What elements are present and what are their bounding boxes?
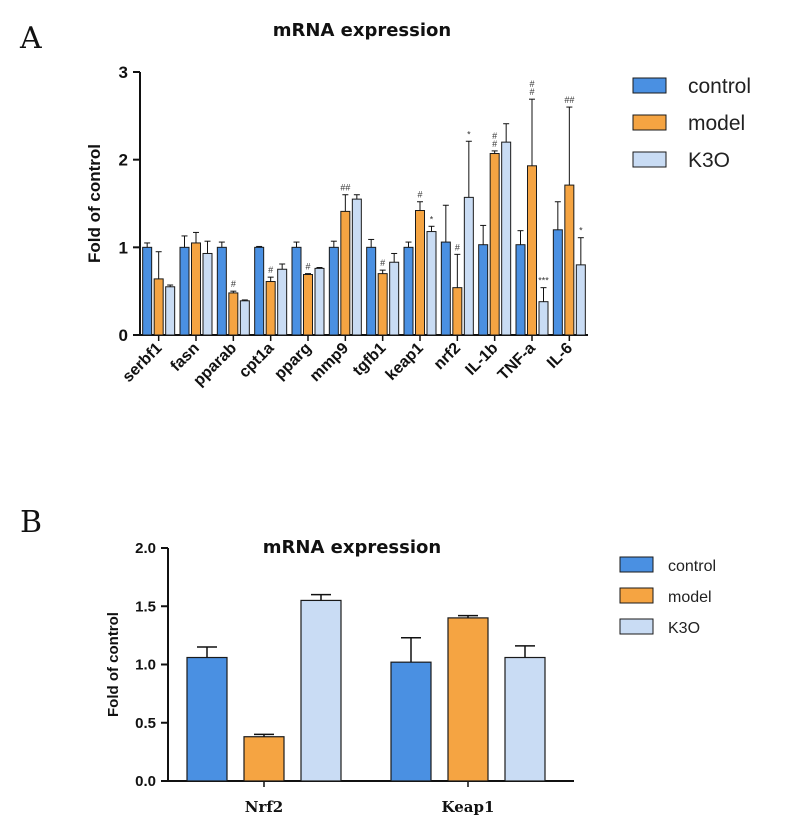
y-tick-label-b: 1.5 [135, 598, 156, 615]
y-tick-label-a: 0 [119, 326, 128, 345]
panel-letter-b: B [20, 505, 42, 540]
bar-control-keap1 [403, 246, 414, 336]
bar-model-Nrf2 [243, 736, 285, 782]
bar-model-cpt1a [265, 281, 276, 336]
legend-label-K3O-b: K3O [668, 620, 700, 637]
bar-K3O-mmp9 [351, 198, 362, 336]
significance-mark-a: # [268, 265, 273, 275]
chart-title-a: mRNA expression [273, 20, 451, 41]
x-tick-label-a: cpt1a [236, 340, 278, 382]
bar-K3O-cpt1a [277, 268, 288, 336]
significance-mark-a: ## [340, 183, 350, 193]
legend-swatch-control-a [632, 77, 667, 94]
significance-mark-a: # [231, 279, 236, 289]
significance-mark-a: * [579, 226, 583, 236]
x-tick-label-a: serbf1 [120, 340, 166, 386]
bar-control-pparg [291, 246, 302, 336]
panel-letter-a: A [19, 21, 42, 56]
x-tick-label-a: keap1 [383, 340, 427, 384]
y-axis-label-b: Fold of control [105, 612, 122, 717]
bar-control-nrf2 [440, 241, 451, 336]
bar-K3O-pparab [239, 300, 250, 336]
bar-K3O-Keap1 [504, 656, 546, 782]
bar-control-IL-6 [552, 229, 563, 336]
bar-K3O-pparg [314, 267, 325, 336]
significance-mark-a: ## [564, 95, 574, 105]
bar-K3O-fasn [202, 252, 213, 336]
x-tick-label-a: IL-6 [544, 340, 576, 372]
bar-control-cpt1a [254, 246, 265, 336]
significance-mark-a: * [467, 129, 471, 139]
legend-swatch-control-b [619, 556, 654, 573]
significance-mark-a: # [492, 131, 497, 141]
significance-mark-a: # [529, 79, 534, 89]
y-tick-label-a: 3 [119, 63, 128, 82]
bar-model-pparab [228, 292, 239, 336]
x-tick-label-b: Nrf2 [245, 798, 284, 816]
legend-label-model-a: model [688, 112, 745, 135]
bar-control-Keap1 [390, 661, 432, 782]
y-tick-label-b: 0.0 [135, 773, 156, 790]
significance-mark-a: # [492, 139, 497, 149]
bar-model-IL-1b [489, 153, 500, 336]
x-tick-label-b: Keap1 [442, 798, 495, 816]
bar-K3O-TNF-a [538, 301, 549, 336]
bar-model-keap1 [415, 210, 425, 336]
y-tick-label-a: 1 [119, 238, 128, 257]
significance-mark-a: * [430, 214, 434, 224]
bar-model-fasn [191, 242, 201, 336]
bar-control-tgfb1 [366, 246, 377, 336]
bar-K3O-nrf2 [463, 196, 474, 336]
bar-control-mmp9 [328, 246, 339, 336]
bar-model-nrf2 [452, 287, 463, 336]
bar-control-IL-1b [478, 244, 489, 336]
legend-label-control-b: control [668, 558, 716, 575]
significance-mark-a: # [455, 242, 460, 252]
bar-control-pparab [216, 246, 227, 336]
legend-swatch-model-b [619, 587, 654, 604]
significance-mark-a: # [417, 190, 422, 200]
bar-K3O-serbf1 [165, 286, 176, 336]
bar-control-serbf1 [142, 246, 153, 336]
x-tick-label-a: nrf2 [431, 340, 464, 373]
bar-model-IL-6 [564, 184, 575, 336]
significance-mark-a: # [305, 262, 310, 272]
legend-label-control-a: control [688, 75, 751, 98]
x-tick-label-a: TNF-a [495, 340, 539, 384]
bar-model-TNF-a [527, 165, 537, 336]
x-tick-label-a: mmp9 [307, 340, 352, 385]
y-tick-label-a: 2 [119, 151, 128, 170]
panel-a: mRNA expression 0 1 2 3 Fold of control serbf1… [85, 20, 751, 390]
bar-model-pparg [303, 274, 313, 336]
x-tick-label-a: pparg [271, 340, 314, 383]
bar-K3O-IL-6 [575, 264, 586, 336]
bar-K3O-tgfb1 [389, 261, 400, 336]
bar-control-fasn [179, 246, 190, 336]
bar-K3O-IL-1b [501, 141, 512, 336]
bar-model-tgfb1 [377, 273, 388, 336]
significance-mark-a: # [380, 258, 385, 268]
legend-label-model-b: model [668, 589, 712, 606]
y-tick-label-b: 2.0 [135, 540, 156, 557]
legend-swatch-K3O-a [632, 151, 667, 168]
bar-control-TNF-a [515, 244, 526, 336]
bar-control-Nrf2 [186, 656, 228, 782]
significance-mark-a: # [529, 87, 534, 97]
significance-mark-a: *** [538, 276, 549, 286]
bar-K3O-keap1 [426, 231, 437, 336]
bar-model-mmp9 [340, 210, 351, 336]
y-axis-label-a: Fold of control [85, 144, 104, 263]
legend-swatch-model-a [632, 114, 667, 131]
y-tick-label-b: 0.5 [135, 715, 156, 732]
legend-swatch-K3O-b [619, 618, 654, 635]
chart-title-b: mRNA expression [263, 537, 441, 558]
y-tick-label-b: 1.0 [135, 657, 156, 674]
panel-b: mRNA expression 0.0 0.5 1.0 1.5 2.0 Fold of co… [105, 537, 716, 816]
bar-K3O-Nrf2 [300, 599, 342, 782]
bar-model-serbf1 [153, 278, 164, 336]
bar-model-Keap1 [447, 617, 489, 782]
legend-label-K3O-a: K3O [688, 149, 730, 172]
